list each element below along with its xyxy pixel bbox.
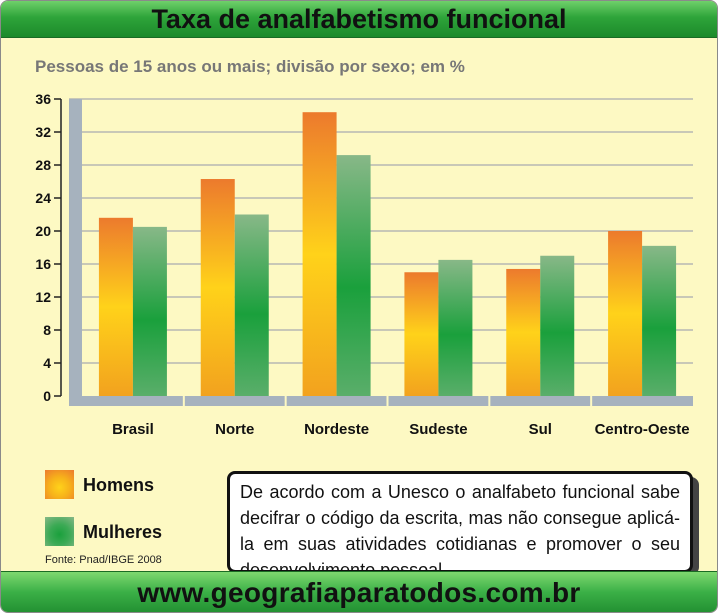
x-category-label: Brasil: [112, 421, 154, 438]
definition-note: De acordo com a Unesco o analfabeto func…: [227, 471, 693, 580]
legend-swatch-mulheres: [45, 517, 74, 546]
y-tick-label: 0: [43, 388, 51, 404]
x-category-label: Sul: [529, 421, 552, 438]
x-category-label: Sudeste: [409, 421, 467, 438]
title-bar: Taxa de analfabetismo funcional: [1, 1, 717, 38]
y-tick-label: 32: [35, 124, 51, 140]
y-tick-label: 4: [43, 355, 51, 371]
bar-mulheres: [234, 214, 269, 396]
bar-chart: 0 4 8 12 16 20 24 28 32 36 Brasil Norte Nordeste Sude…: [35, 91, 693, 438]
bar-mulheres: [540, 255, 575, 396]
bar-homens: [404, 272, 439, 396]
legend-label-mulheres: Mulheres: [83, 522, 163, 542]
y-tick-label: 8: [43, 322, 51, 338]
bar-homens: [98, 217, 133, 396]
y-tick-label: 12: [35, 289, 51, 305]
y-axis-band: [69, 99, 82, 406]
y-tick-label: 16: [35, 256, 51, 272]
y-tick-label: 24: [35, 190, 51, 206]
x-category-label: Norte: [215, 421, 254, 438]
bar-homens: [608, 231, 643, 396]
x-axis-band: [69, 396, 693, 406]
bar-homens: [302, 112, 337, 396]
legend-label-homens: Homens: [83, 475, 155, 495]
bar-mulheres: [336, 155, 371, 396]
y-tick-label: 28: [35, 157, 51, 173]
y-tick-label: 36: [35, 91, 51, 107]
chart-title: Taxa de analfabetismo funcional: [151, 4, 567, 34]
source-note: Fonte: Pnad/IBGE 2008: [45, 554, 162, 566]
bar-mulheres: [438, 259, 473, 396]
bar-mulheres: [132, 226, 167, 396]
website-url: www.geografiaparatodos.com.br: [137, 577, 581, 608]
chart-subtitle: Pessoas de 15 anos ou mais; divisão por …: [35, 57, 465, 76]
bar-homens: [200, 179, 235, 396]
y-tick-label: 20: [35, 223, 51, 239]
x-category-label: Centro-Oeste: [595, 421, 690, 438]
footer-bar: www.geografiaparatodos.com.br: [1, 571, 717, 612]
bar-mulheres: [642, 245, 677, 396]
legend-swatch-homens: [45, 470, 74, 499]
x-category-label: Nordeste: [304, 421, 369, 438]
bar-homens: [506, 268, 541, 396]
